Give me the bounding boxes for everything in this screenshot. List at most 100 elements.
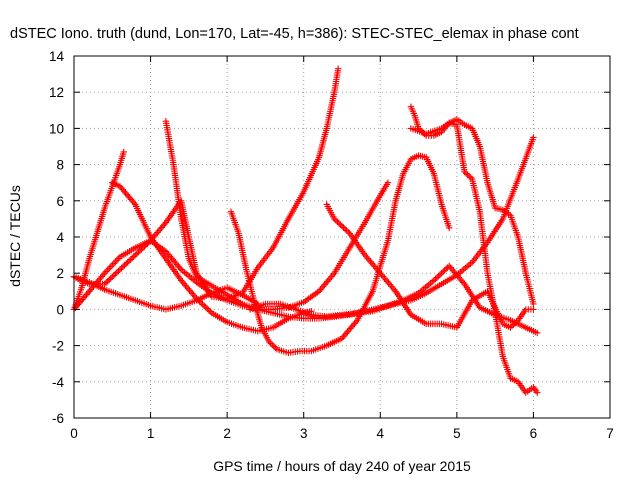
data-point xyxy=(384,179,392,186)
data-point xyxy=(113,269,121,276)
data-point xyxy=(104,277,111,285)
y-tick-label: 14 xyxy=(49,49,65,64)
data-point xyxy=(465,172,473,180)
data-point xyxy=(513,318,520,325)
data-point xyxy=(107,275,114,282)
y-tick-label: 4 xyxy=(56,230,64,245)
data-point xyxy=(139,244,147,252)
chart-title: dSTEC Iono. truth (dund, Lon=170, Lat=-4… xyxy=(10,26,579,42)
data-point xyxy=(127,256,134,263)
data-point xyxy=(441,267,448,274)
x-tick-label: 3 xyxy=(300,426,308,441)
data-point xyxy=(432,275,439,283)
data-point xyxy=(267,340,274,347)
data-point xyxy=(144,240,151,247)
data-point xyxy=(116,266,124,273)
data-point xyxy=(269,341,276,349)
data-point xyxy=(136,247,144,254)
data-point xyxy=(266,338,273,346)
data-point xyxy=(130,253,137,260)
data-point xyxy=(341,225,349,233)
data-point xyxy=(511,319,519,327)
data-point xyxy=(122,260,130,267)
data-point xyxy=(102,279,110,286)
x-tick-label: 7 xyxy=(606,426,614,441)
data-point xyxy=(121,262,128,269)
data-point xyxy=(202,304,209,311)
x-tick-label: 5 xyxy=(453,426,461,441)
y-tick-label: 6 xyxy=(56,194,64,209)
data-point xyxy=(132,251,139,259)
data-point xyxy=(338,222,346,230)
data-point xyxy=(510,321,517,328)
data-point xyxy=(337,221,344,228)
data-point xyxy=(340,224,347,231)
data-point xyxy=(197,299,205,307)
series-7 xyxy=(227,152,453,357)
x-tick-label: 1 xyxy=(147,426,155,441)
y-tick-label: 0 xyxy=(56,302,64,317)
data-point xyxy=(204,305,211,312)
data-point xyxy=(142,241,150,249)
data-point xyxy=(344,228,352,236)
data-point xyxy=(335,220,343,227)
y-tick-label: -4 xyxy=(52,375,64,390)
data-point xyxy=(436,271,444,278)
data-point xyxy=(109,273,116,281)
data-point xyxy=(530,134,537,141)
y-tick-label: 12 xyxy=(49,85,64,100)
data-point xyxy=(334,218,341,225)
data-point xyxy=(433,274,441,281)
data-point xyxy=(438,270,445,277)
data-point xyxy=(207,308,214,315)
data-point xyxy=(534,329,541,337)
data-point xyxy=(435,272,442,280)
data-point xyxy=(115,267,122,275)
data-point xyxy=(508,322,516,330)
data-point xyxy=(530,306,537,313)
data-point xyxy=(446,224,453,232)
data-point xyxy=(135,249,142,256)
data-point xyxy=(462,170,470,177)
data-point xyxy=(270,343,278,350)
data-point xyxy=(272,344,279,351)
data-point xyxy=(141,243,148,250)
data-point xyxy=(442,265,450,273)
series-layer xyxy=(70,65,541,396)
data-point xyxy=(138,246,145,253)
data-point xyxy=(110,272,118,279)
data-point xyxy=(331,215,338,223)
y-tick-label: 2 xyxy=(56,266,64,281)
data-point xyxy=(430,277,438,284)
data-point xyxy=(200,302,208,309)
x-tick-label: 4 xyxy=(377,426,385,441)
data-point xyxy=(343,227,350,234)
data-point xyxy=(133,250,140,257)
grid xyxy=(74,56,610,418)
data-point xyxy=(128,254,136,262)
data-point xyxy=(119,263,127,270)
x-tick-label: 0 xyxy=(70,426,78,441)
data-point xyxy=(120,148,127,156)
series-8 xyxy=(246,262,541,337)
x-tick-label: 2 xyxy=(223,426,231,441)
y-tick-label: -2 xyxy=(52,339,64,354)
data-point xyxy=(530,300,537,308)
data-point xyxy=(534,389,541,396)
data-point xyxy=(461,168,468,176)
data-point xyxy=(464,171,471,178)
data-point xyxy=(205,306,212,314)
data-point xyxy=(334,65,342,72)
data-point xyxy=(439,268,447,275)
data-point xyxy=(199,301,206,308)
y-axis-title: dSTEC / TECUs xyxy=(7,185,23,287)
y-tick-label: -6 xyxy=(52,411,64,426)
x-axis-title: GPS time / hours of day 240 of year 2015 xyxy=(213,458,471,474)
data-point xyxy=(106,276,113,283)
data-point xyxy=(118,264,125,272)
data-point xyxy=(101,280,108,288)
data-point xyxy=(467,174,474,181)
data-point xyxy=(507,324,514,331)
